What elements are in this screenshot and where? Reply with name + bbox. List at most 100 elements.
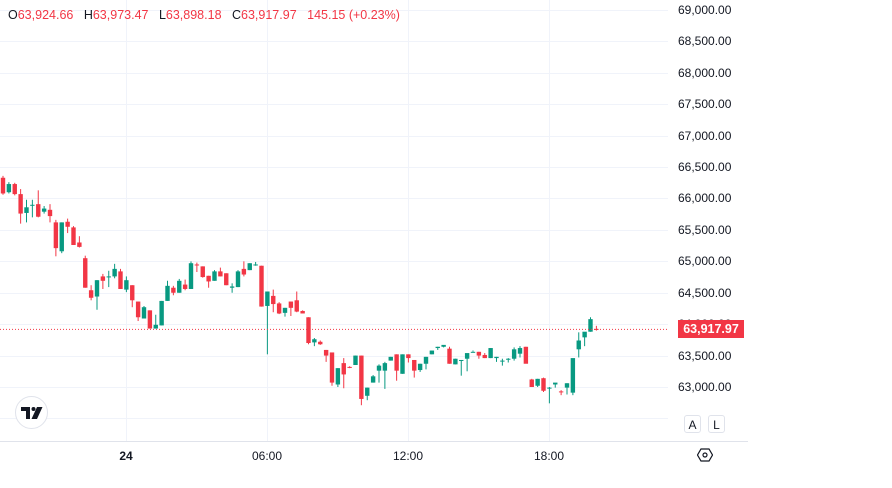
time-axis[interactable]: 24 06:00 12:00 18:00 [0,441,668,488]
candle [476,351,482,359]
candle [447,346,452,364]
candle [288,301,294,316]
candle [488,348,493,359]
candle [365,387,370,401]
candle [318,340,323,345]
candle [41,206,47,214]
candle [47,204,53,223]
candle [36,190,41,218]
candle [12,182,17,196]
candle [200,266,205,278]
candle [0,175,6,195]
candle [194,262,200,273]
candle [171,285,176,296]
candle [83,255,88,288]
candle [229,283,235,293]
low-value: 63,898.18 [165,8,222,22]
candle [206,275,211,288]
candle [506,358,511,363]
price-tick-label: 65,500.00 [678,222,732,237]
candle [312,337,317,347]
candle [159,300,164,326]
candle [435,346,440,350]
candle [124,276,129,293]
candle [100,273,106,289]
candle [494,356,499,362]
candle [65,218,70,234]
candle [235,270,241,288]
open-value: 63,924.66 [17,8,74,22]
candle [259,265,264,307]
candle [130,285,135,308]
candle [523,346,529,364]
tradingview-logo-icon[interactable] [15,396,48,429]
candle [177,278,182,293]
candle [94,280,100,310]
candle [212,270,217,281]
candle [77,236,82,248]
candle [118,268,123,289]
candle [553,382,558,388]
candlestick-chart[interactable] [0,0,668,441]
axis-corner [668,441,748,488]
candle [547,386,552,404]
candle [18,189,23,224]
candle [271,289,276,313]
candle [276,302,282,315]
candle [541,377,546,393]
candle [282,307,288,317]
price-tick-label: 65,000.00 [678,254,732,269]
candle [500,358,505,366]
price-tick-label: 63,500.00 [678,348,732,363]
time-tick-label: 06:00 [251,449,283,463]
candle [341,358,346,389]
price-tick-label: 67,000.00 [678,128,732,143]
candle [182,279,188,291]
candle [335,368,341,387]
price-tick-label: 64,500.00 [678,285,732,300]
price-tick-label: 63,000.00 [678,379,732,394]
candle [594,325,599,331]
candle [294,291,299,313]
ohlc-legend: O63,924.66 H63,973.47 L63,898.18 C63,917… [8,8,407,22]
candle [53,219,59,257]
candle [382,361,388,389]
candle [423,356,429,370]
candle [153,314,158,329]
candle [582,331,587,347]
candle [353,355,358,366]
candle [535,378,540,387]
candle [576,332,581,358]
candle [306,317,311,345]
candle [141,305,147,319]
candle [464,353,470,372]
price-tick-label: 66,500.00 [678,160,732,175]
candle [370,375,376,383]
candle [570,358,576,396]
open-label: O [8,8,18,22]
candle [347,366,352,369]
candle [241,261,247,277]
candle [106,270,111,288]
chart-plot-area[interactable] [0,0,668,441]
candle [558,390,564,396]
time-tick-label: 12:00 [392,449,424,463]
candle [135,301,141,322]
candle [300,310,305,314]
candle [529,378,534,387]
candle [147,310,153,329]
candle [247,263,252,271]
candle [412,359,417,378]
candle [218,267,223,277]
candle [388,356,393,361]
low-label: L [158,8,166,22]
candle [441,344,446,348]
high-value: 63,973.47 [92,8,149,22]
candle [588,317,593,332]
auto-scale-button[interactable]: A [684,415,701,433]
close-value: 63,917.97 [241,8,297,22]
price-axis[interactable]: 69,000.00 68,500.00 68,000.00 67,500.00 67,0… [668,0,744,441]
price-tick-label: 66,000.00 [678,191,732,206]
settings-icon[interactable] [696,447,714,463]
log-scale-button[interactable]: L [708,415,725,433]
